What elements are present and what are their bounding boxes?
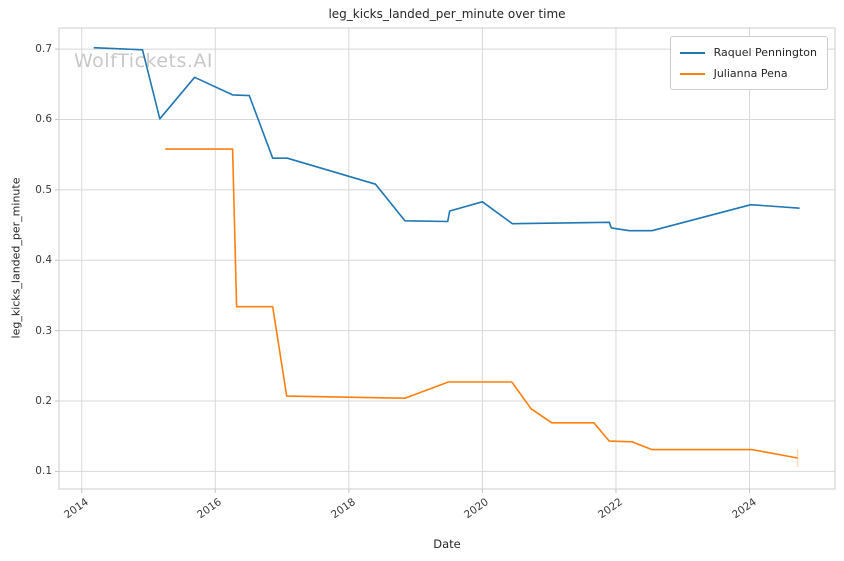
series-line-0	[93, 46, 800, 232]
watermark: WolfTickets.AI	[74, 50, 214, 72]
series-line-1	[165, 148, 798, 459]
y-tick-label: 0.4	[35, 254, 52, 267]
x-axis-label: Date	[433, 537, 461, 551]
y-tick-label: 0.7	[35, 43, 52, 56]
y-tick-label: 0.6	[35, 113, 52, 126]
legend-line-swatch	[679, 72, 705, 75]
plot-spines	[58, 27, 836, 490]
legend-item: Raquel Pennington	[679, 42, 817, 63]
legend-label: Raquel Pennington	[713, 46, 817, 59]
y-tick-label: 0.5	[35, 183, 52, 196]
legend-item: Julianna Pena	[679, 63, 817, 84]
y-axis-label: leg_kicks_landed_per_minute	[9, 177, 23, 339]
y-tick-label: 0.2	[35, 395, 52, 408]
legend-line-swatch	[679, 51, 705, 54]
legend: Raquel Pennington Julianna Pena	[669, 36, 828, 90]
legend-label: Julianna Pena	[713, 67, 788, 80]
y-tick-label: 0.1	[35, 465, 52, 478]
chart-title: leg_kicks_landed_per_minute over time	[328, 7, 566, 21]
y-tick-label: 0.3	[35, 324, 52, 337]
